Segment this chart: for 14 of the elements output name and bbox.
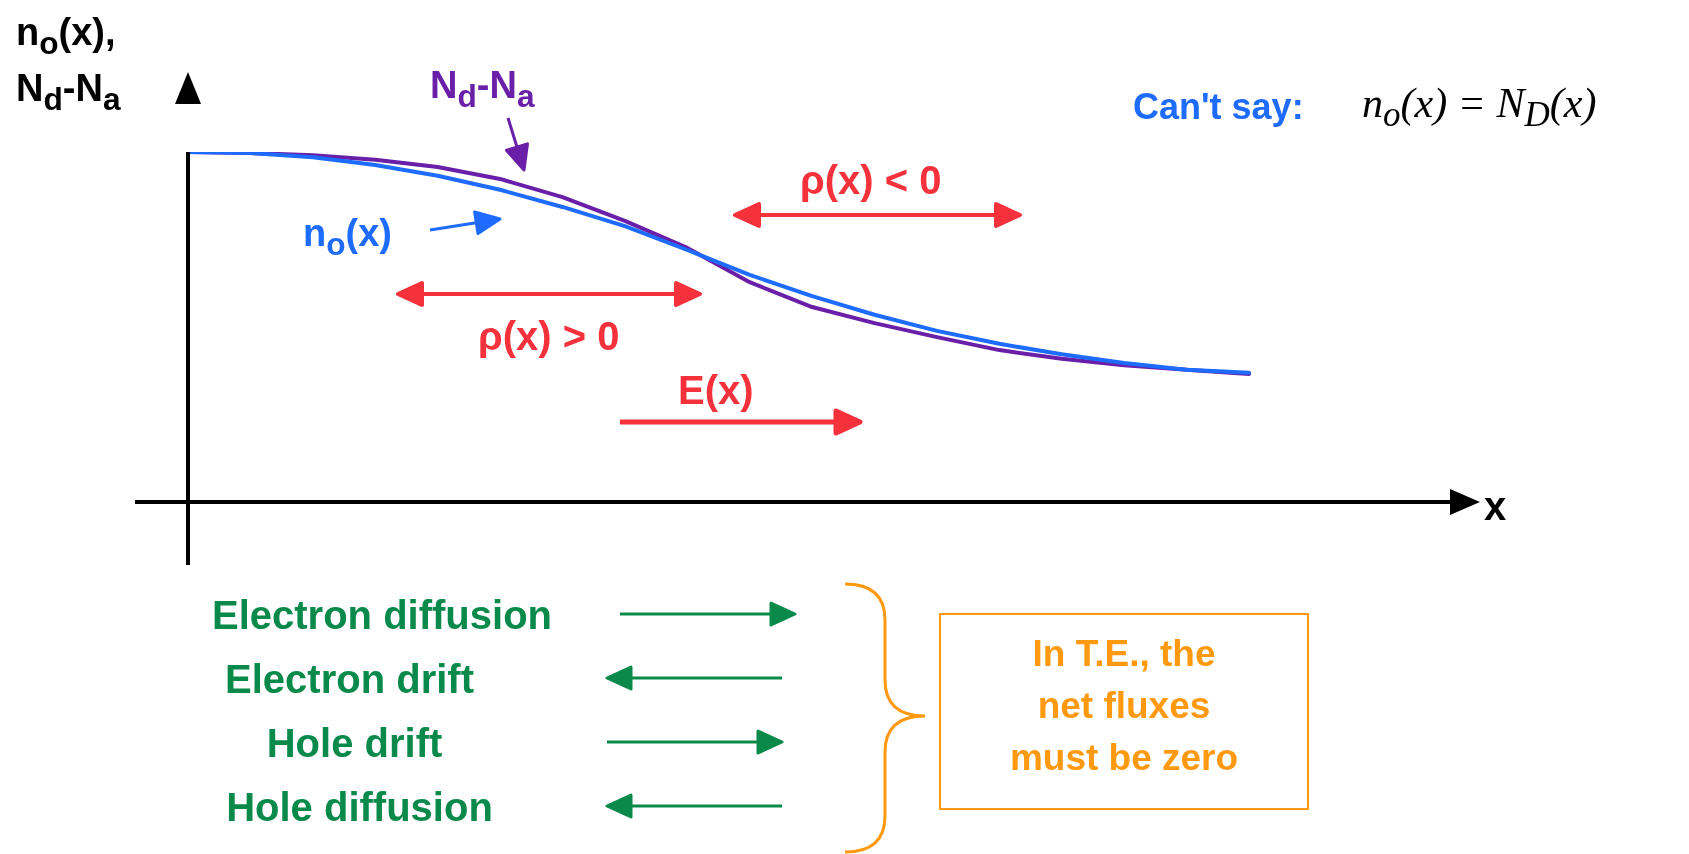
- text: n$_{o}$(x) = N$_{D}$(x): [1362, 79, 1597, 137]
- annotation: ρ(x) > 0: [478, 313, 620, 360]
- text: Electron drift: [224, 656, 475, 703]
- text: In T.E., the net fluxes must be zero: [1008, 632, 1240, 780]
- annotation: E(x): [678, 367, 754, 414]
- text: Electron diffusion: [211, 592, 553, 639]
- series-label: N$_{d}$-N$_{a}$: [430, 64, 535, 115]
- legend-label: n$_{o}$(x): [303, 212, 393, 263]
- text: Hole diffusion: [225, 784, 494, 831]
- y-axis-title: n$_{o}$(x), N$_{d}$-N$_{a}$: [16, 10, 121, 119]
- text: Hole drift: [265, 720, 444, 767]
- text: x: [1484, 483, 1507, 530]
- annotation: ρ(x) < 0: [800, 157, 942, 204]
- text: Can't say:: [1133, 85, 1304, 129]
